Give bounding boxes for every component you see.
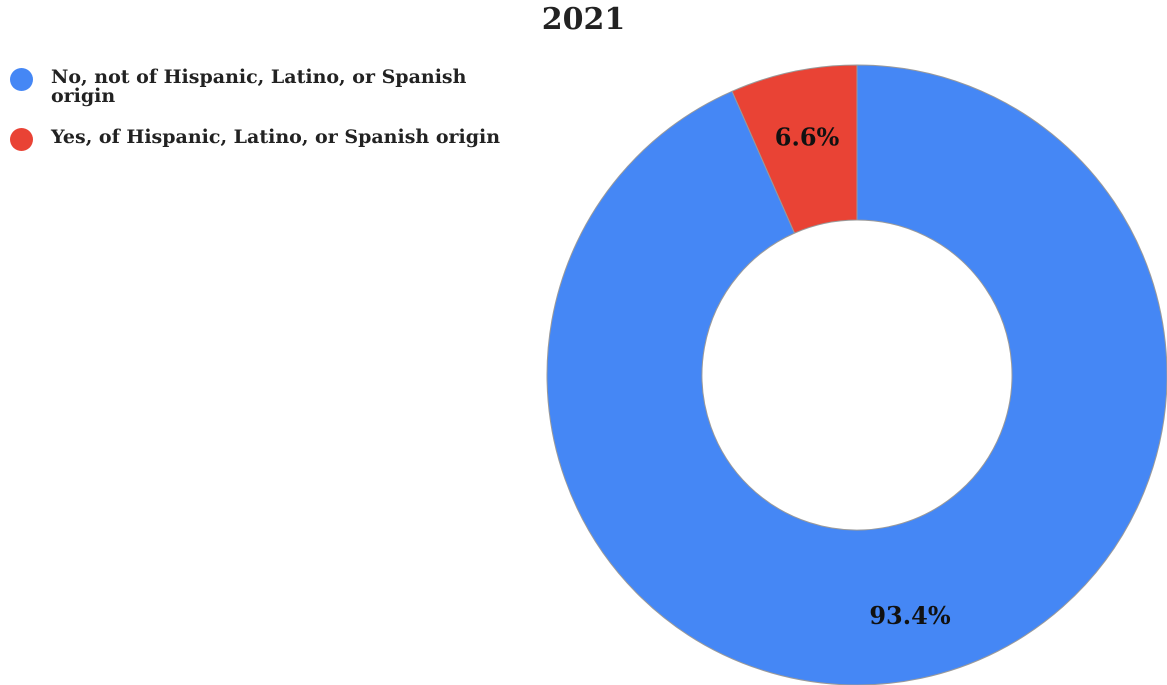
legend-label-yes: Yes, of Hispanic, Latino, or Spanish ori… (51, 126, 501, 148)
legend-swatch-yes (10, 128, 33, 151)
legend-item-no[interactable]: No, not of Hispanic, Latino, or Spanish … (10, 68, 510, 106)
donut-slice-yes[interactable] (731, 64, 858, 234)
legend-item-yes[interactable]: Yes, of Hispanic, Latino, or Spanish ori… (10, 128, 510, 151)
legend-label-no: No, not of Hispanic, Latino, or Spanish … (51, 66, 467, 107)
legend: No, not of Hispanic, Latino, or Spanish … (10, 68, 510, 173)
donut-slice-no[interactable] (546, 64, 1167, 685)
slice-label-no: 93.4% (869, 601, 950, 630)
legend-swatch-no (10, 68, 33, 91)
slice-label-yes: 6.6% (775, 123, 840, 152)
chart-title: 2021 (541, 2, 626, 37)
